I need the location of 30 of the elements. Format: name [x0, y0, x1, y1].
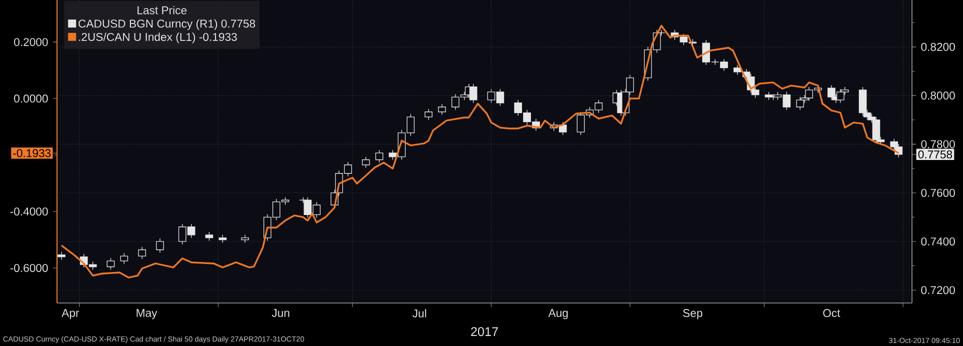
x-tick-label: Oct [823, 309, 840, 318]
x-tick-label: Sep [683, 309, 702, 320]
candlestick [438, 104, 446, 116]
x-axis-title: 2017 [471, 327, 498, 336]
candlestick [156, 238, 164, 253]
x-tick-label: Aug [548, 309, 568, 320]
y2-tick-label: 0.7758 [918, 150, 952, 158]
x-tick-label: Apr [62, 309, 80, 320]
y-tick-label: -0.6000 [10, 264, 48, 272]
candlestick [734, 64, 742, 76]
candlestick [58, 252, 66, 260]
candlestick [241, 234, 249, 244]
y2-tick-label: 0.7800 [921, 140, 955, 148]
x-tick-label: Jun [272, 309, 290, 317]
y2-tick-label: 0.7200 [921, 286, 955, 294]
y-tick-label: 0.2000 [14, 38, 48, 46]
legend-title: Last Price [138, 6, 187, 14]
y2-tick-label: 0.8200 [921, 42, 955, 51]
y2-tick-label: 0.8000 [921, 92, 955, 100]
candlestick [138, 246, 146, 260]
legend-label: .2US/CAN U Index (L1) -0.1933 [79, 32, 237, 44]
legend-label: CADUSD BGN Curncy (R1) 0.7758 [78, 19, 256, 30]
y-tick-label: -0.4000 [10, 208, 48, 216]
y2-tick-label: 0.7400 [921, 237, 955, 246]
y-tick-label: 0.0000 [14, 94, 48, 103]
candlestick [424, 108, 432, 120]
y2-tick-label: 0.7600 [921, 188, 955, 197]
x-tick-label: May [136, 309, 158, 320]
x-tick-label: Jul [412, 309, 426, 318]
y-tick-label: -0.1933 [13, 149, 51, 158]
